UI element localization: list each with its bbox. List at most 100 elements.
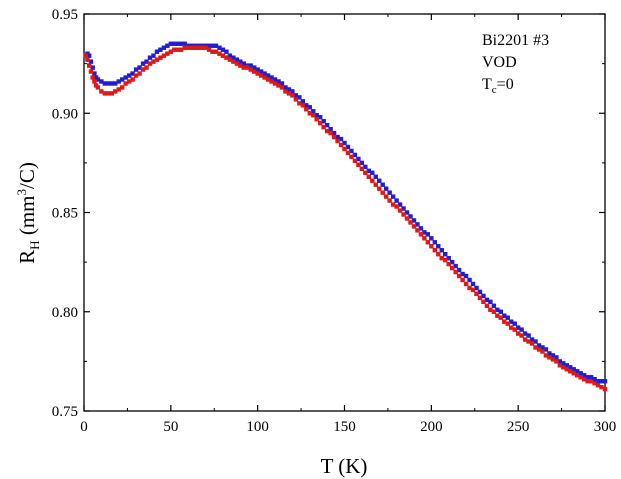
data-point (394, 198, 399, 203)
data-point (92, 71, 97, 76)
data-point (515, 325, 521, 330)
data-point (189, 45, 194, 50)
data-point (151, 53, 156, 58)
data-point (474, 291, 479, 297)
data-point (509, 319, 514, 324)
data-point (575, 369, 580, 374)
data-point (380, 190, 385, 195)
x-tick-label: 150 (333, 419, 356, 435)
data-point (251, 65, 257, 70)
data-point (116, 87, 121, 92)
data-point (133, 67, 139, 72)
data-point (505, 315, 510, 320)
data-point (300, 99, 306, 104)
data-point (602, 379, 608, 384)
data-point (411, 224, 417, 229)
data-point (224, 49, 229, 54)
data-point (564, 363, 569, 368)
data-point (255, 67, 260, 72)
data-point (224, 55, 229, 60)
data-point (470, 287, 476, 293)
data-point (258, 69, 264, 74)
data-point (449, 265, 455, 271)
data-point (536, 347, 542, 352)
data-point (335, 134, 340, 140)
data-point (192, 45, 198, 50)
data-point (498, 309, 503, 314)
data-point (401, 212, 406, 217)
data-point (529, 341, 535, 346)
data-point (269, 79, 274, 84)
data-point (165, 51, 170, 56)
data-point (290, 93, 295, 98)
data-point (140, 67, 146, 72)
data-point (484, 303, 490, 308)
data-point (502, 313, 507, 318)
data-point (460, 271, 465, 277)
data-point (231, 59, 236, 64)
data-point (102, 81, 108, 86)
data-point (550, 353, 556, 358)
data-point (92, 79, 97, 84)
data-point (272, 77, 278, 82)
data-point (467, 277, 472, 283)
data-point (265, 77, 271, 82)
data-point (415, 228, 420, 233)
data-point (161, 45, 167, 50)
plot-frame (83, 13, 606, 412)
data-point (276, 83, 281, 88)
data-point (595, 382, 601, 388)
annotation-process: VOD (482, 54, 517, 71)
data-point (210, 49, 215, 54)
data-point (377, 186, 382, 191)
data-point (599, 379, 604, 384)
data-point (404, 210, 410, 215)
data-point (265, 73, 271, 78)
data-point (311, 109, 316, 114)
data-point (446, 261, 451, 267)
data-point (293, 93, 299, 98)
data-point (248, 67, 253, 72)
data-point (304, 107, 309, 112)
data-point (522, 337, 528, 342)
data-point (175, 41, 180, 46)
data-point (578, 371, 583, 376)
data-point (206, 47, 212, 52)
data-point (179, 47, 184, 52)
data-point (87, 53, 92, 58)
data-point (113, 89, 118, 94)
data-point (87, 63, 92, 68)
data-point (331, 130, 337, 136)
data-point (172, 41, 177, 46)
data-point (297, 95, 302, 100)
data-point (568, 369, 573, 374)
data-point (293, 97, 299, 102)
data-point (297, 101, 302, 106)
data-point (99, 79, 104, 84)
data-point (342, 140, 347, 146)
data-point (536, 343, 542, 348)
data-point (550, 357, 556, 362)
data-point (554, 359, 559, 364)
data-point (581, 373, 587, 378)
data-point (543, 347, 549, 352)
data-point (307, 105, 312, 110)
annotation-tc: Tc=0 (482, 76, 514, 96)
y-tick-label: 0.95 (52, 7, 78, 23)
data-point (373, 182, 378, 187)
data-point (540, 345, 545, 350)
data-point (338, 136, 344, 142)
data-point (116, 79, 121, 84)
data-point (484, 297, 490, 303)
data-point (307, 111, 312, 116)
data-point (172, 47, 177, 52)
data-point (498, 315, 503, 320)
x-axis-ticks: 0 50 100 150 200 250 300 (80, 14, 616, 435)
data-point (213, 43, 219, 48)
data-point (283, 89, 288, 94)
data-point (401, 206, 406, 211)
data-point (106, 91, 111, 96)
data-point (377, 178, 382, 183)
data-point (470, 281, 476, 287)
